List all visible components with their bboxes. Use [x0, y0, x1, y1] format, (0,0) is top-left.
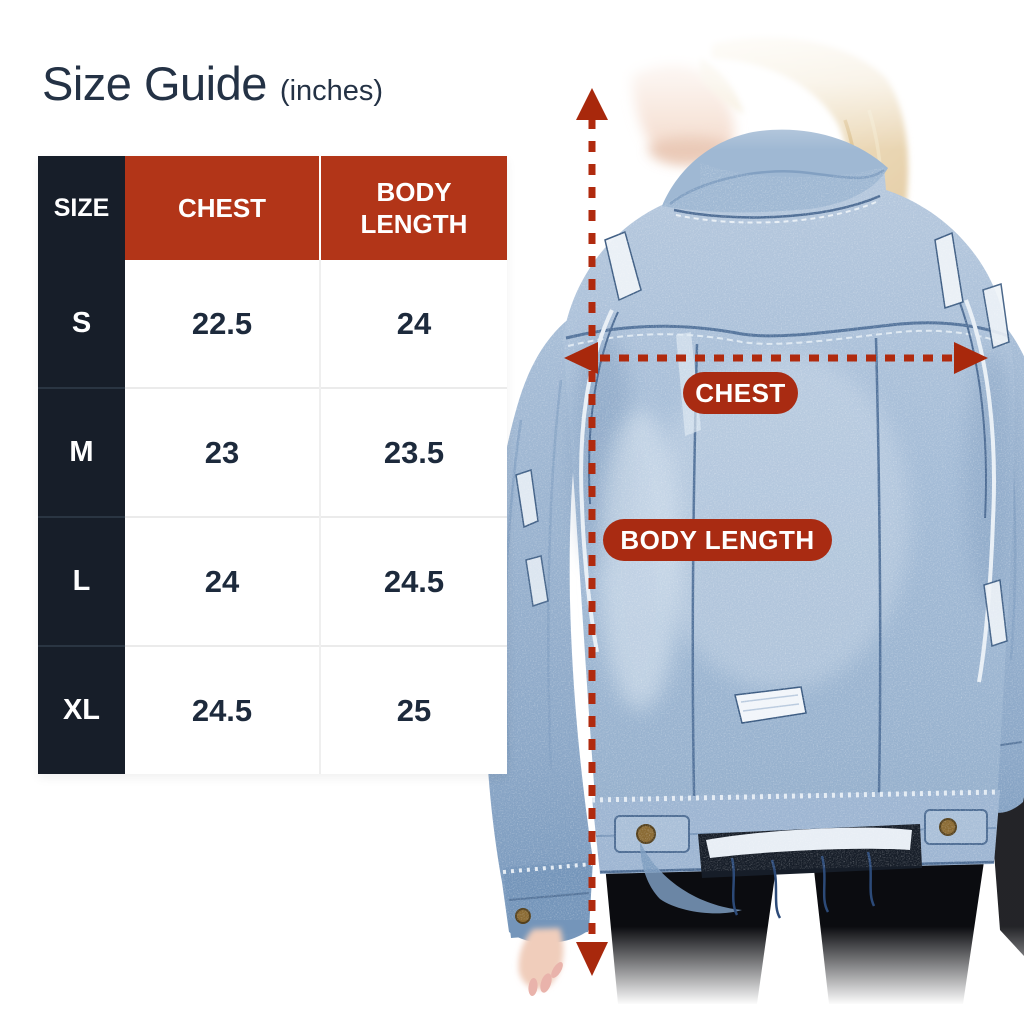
page-title-unit: (inches)	[279, 75, 384, 107]
table-row-m: M 23 23.5	[38, 387, 507, 517]
header-chest: CHEST	[125, 156, 320, 260]
body-length-value: 25	[319, 645, 507, 774]
photo-top-fade	[440, 0, 1024, 150]
denim-texture	[484, 162, 1024, 920]
size-cell: S	[38, 260, 125, 388]
arrow-down-icon	[576, 942, 608, 976]
body-length-label-text: BODY LENGTH	[620, 524, 815, 555]
table-row-l: L 24 24.5	[38, 516, 507, 646]
body-length-value: 24.5	[319, 516, 507, 646]
table-row-s: S 22.5 24	[38, 260, 507, 388]
size-table-header-row: SIZE CHEST BODY LENGTH	[38, 156, 507, 260]
size-cell: M	[38, 387, 125, 517]
header-body-length: BODY LENGTH	[319, 156, 507, 260]
body-length-label-pill: BODY LENGTH	[603, 519, 832, 561]
arrow-right-icon	[954, 342, 988, 374]
chest-label-text: CHEST	[695, 377, 786, 408]
chest-value: 23	[125, 387, 320, 517]
table-row-xl: XL 24.5 25	[38, 645, 507, 774]
body-length-measure-line	[576, 88, 608, 976]
chest-value: 24.5	[125, 645, 320, 774]
left-hand	[518, 928, 564, 996]
page-title: Size Guide (inches)	[42, 56, 383, 111]
arrow-left-icon	[564, 342, 598, 374]
size-cell: XL	[38, 645, 125, 774]
header-size: SIZE	[38, 156, 125, 260]
chest-measure-line	[564, 342, 988, 374]
chest-label-pill: CHEST	[683, 372, 798, 414]
body-length-value: 24	[319, 260, 507, 388]
page-title-main: Size Guide	[42, 57, 267, 110]
body-length-value: 23.5	[319, 387, 507, 517]
size-table: SIZE CHEST BODY LENGTH S 22.5 24 M 23 23…	[38, 156, 507, 774]
arrow-up-icon	[576, 88, 608, 120]
chest-value: 24	[125, 516, 320, 646]
size-cell: L	[38, 516, 125, 646]
chest-value: 22.5	[125, 260, 320, 388]
